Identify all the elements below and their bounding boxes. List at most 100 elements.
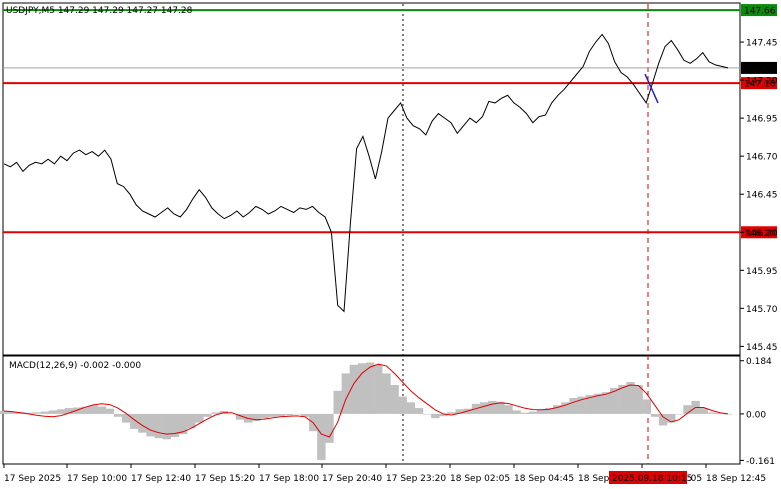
macd-bar: [0, 411, 9, 414]
level-tag-2: [741, 226, 777, 239]
macd-bar: [73, 407, 82, 414]
macd-bar: [366, 362, 375, 414]
macd-bar: [227, 413, 237, 415]
y-tick-label: 146.70: [746, 153, 778, 163]
macd-bar: [715, 413, 725, 414]
macd-bar: [40, 411, 49, 414]
macd-bar: [325, 413, 334, 443]
macd-bar: [317, 413, 326, 461]
level-tag-label-1: 147.18: [744, 80, 776, 90]
macd-bar: [528, 411, 538, 414]
x-tick-label: 17 Sep 20:40: [322, 474, 382, 484]
macd-bar: [520, 412, 529, 414]
chart-title: USDJPY,M5 147.29 147.29 147.27 147.28: [6, 6, 193, 16]
macd-bar: [178, 413, 188, 435]
macd-bar: [585, 395, 594, 414]
level-tag-0: [741, 4, 777, 17]
macd-bar: [667, 413, 676, 423]
macd-bar: [32, 412, 41, 414]
x-tick-label: 18 Sep 12:45: [706, 474, 766, 484]
macd-bar: [553, 405, 562, 414]
x-tick-label: 18 Sep 02:05: [450, 474, 510, 484]
macd-bar: [650, 413, 660, 417]
macd-bar: [447, 412, 456, 414]
y-tick-label: 146.20: [746, 229, 778, 239]
macd-bar: [479, 402, 489, 414]
macd-bar: [488, 400, 497, 414]
macd-bar: [113, 413, 123, 417]
y-tick-label: 147.45: [746, 39, 778, 49]
y-tick-label: 145.45: [746, 343, 778, 353]
macd-bar: [81, 406, 90, 414]
macd-bar: [569, 398, 578, 414]
macd-bar: [138, 413, 147, 433]
axes: 147.66 147.18 146.20 147.28 147.45 147.20 146.…: [3, 4, 778, 484]
macd-bar: [455, 409, 464, 414]
macd-bar: [211, 412, 220, 414]
macd-bar: [406, 402, 416, 414]
macd-bar: [683, 405, 692, 414]
macd-bar: [374, 364, 383, 414]
macd-bar: [618, 385, 627, 414]
macd-bar: [390, 385, 399, 414]
macd-bar: [260, 413, 269, 419]
macd-bar: [235, 413, 245, 420]
macd-bar: [146, 413, 155, 437]
x-tick-label: 18 Sep 07:25: [578, 474, 638, 484]
macd-bar: [130, 413, 139, 429]
x-tick-label: 17 Sep 15:20: [195, 474, 255, 484]
macd-bar: [122, 413, 131, 423]
macd-bar: [439, 413, 448, 417]
x-tick-label: 17 Sep 12:40: [131, 474, 191, 484]
macd-bar: [284, 413, 294, 416]
level-tag-label-0: 147.66: [744, 7, 776, 17]
y-tick-label: 145.70: [746, 305, 778, 315]
macd-bar: [675, 413, 684, 415]
level-tag-label-2: 146.20: [744, 229, 776, 239]
macd-bar: [634, 385, 643, 414]
plot-frame: [2, 2, 741, 465]
macd-bar: [577, 396, 586, 414]
x-tick-label: 18 Sep 04:45: [514, 474, 574, 484]
macd-bar: [276, 413, 285, 417]
y-tick-label: 146.95: [746, 115, 778, 125]
macd-bar: [349, 364, 359, 414]
macd-bar: [512, 410, 521, 414]
time-tag-bg: [609, 471, 687, 484]
level-tag-3: [741, 61, 777, 74]
y-tick-label: 145.95: [746, 267, 778, 277]
macd-bar: [593, 393, 603, 414]
price-pane: [3, 4, 740, 464]
macd-bar: [341, 373, 350, 414]
macd-bar: [154, 413, 163, 439]
macd-bar: [292, 413, 302, 415]
price-series-line: [3, 33, 729, 313]
x-tick-label: 17 Sep 2025: [4, 474, 61, 484]
y-tick-label: 147.20: [746, 77, 778, 87]
macd-bar: [707, 412, 717, 414]
macd-bar: [658, 413, 668, 426]
x-tick-label: 17 Sep 10:00: [67, 474, 127, 484]
macd-bar: [626, 382, 635, 414]
macd-bar: [561, 402, 570, 414]
x-tick-label: 17 Sep 18:00: [259, 474, 319, 484]
x-tick-label: 17 Sep 23:20: [386, 474, 446, 484]
macd-bar: [536, 409, 546, 414]
macd-signal-line: [3, 363, 729, 438]
macd-title: MACD(12,26,9) -0.002 -0.000: [9, 361, 141, 371]
macd-bar: [545, 408, 554, 414]
forecast-arrow: [644, 73, 659, 104]
macd-bar: [610, 387, 619, 414]
y-tick-label: 146.45: [746, 191, 778, 201]
macd-bar: [97, 406, 106, 414]
macd-bar: [56, 409, 66, 414]
macd-bar: [431, 413, 440, 419]
macd-bar: [333, 390, 342, 414]
macd-bar: [642, 399, 651, 414]
macd-bar: [422, 413, 432, 415]
macd-bar: [24, 412, 33, 414]
macd-bar: [398, 396, 407, 414]
macd-bar: [699, 408, 708, 414]
macd-y-tick-label: 0.00: [746, 410, 766, 420]
